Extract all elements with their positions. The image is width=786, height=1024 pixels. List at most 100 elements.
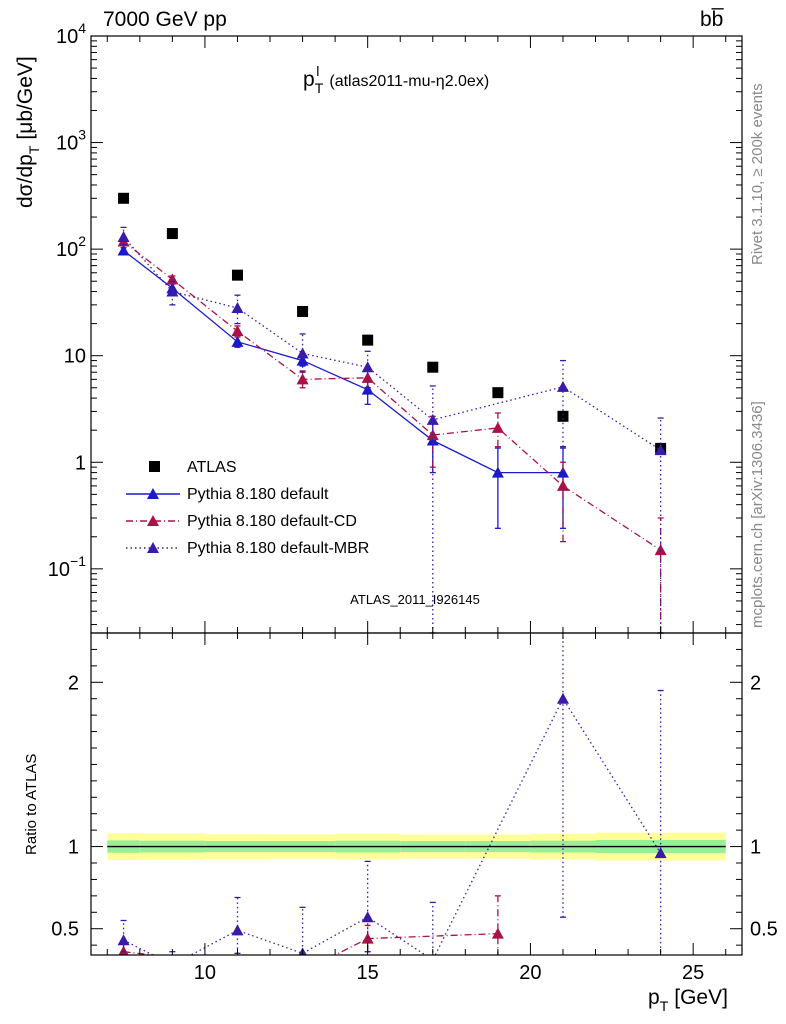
ratio-xtick-label: 10 [194,962,216,984]
ratio-point [556,692,569,704]
title-rest: (atlas2011-mu-η2.0ex) [329,73,489,90]
ytick-base: 1 [75,452,86,474]
series-point [361,383,374,395]
ratio-point [231,924,244,936]
ratio-point [654,847,667,859]
xlabel-b: [GeV] [674,986,728,1009]
header-left: 7000 GeV pp [103,8,227,31]
ytick-exp: 2 [78,233,86,249]
main-title: pTl (atlas2011-mu-η2.0ex) [303,63,489,96]
legend-marker-cd [147,515,159,526]
series-point [117,230,130,242]
ylabel-a: dσ/dp [14,154,37,208]
ytick-exp: 3 [78,127,86,143]
atlas-point [166,228,178,240]
series-point [296,373,309,385]
legend-marker-default [147,488,159,499]
series-point [556,466,569,478]
ylabel-b: [μb/GeV] [14,56,37,139]
series-point [117,244,130,256]
legend-label-cd: Pythia 8.180 default-CD [187,513,357,530]
series-3 [117,226,667,634]
main-ticks [91,35,742,633]
legend-label-default: Pythia 8.180 default [187,486,329,503]
ratio-tick-labels: 10 15 20 25 0.5 0.5 1 1 2 2 [51,672,778,984]
watermark: ATLAS_2011_I926145 [350,592,480,607]
ytick-base: 10 [56,239,78,261]
series-2 [117,235,667,634]
atlas-point [118,192,130,204]
main-ytick-label: 104 [56,20,86,48]
ratio-point [297,965,309,976]
ytick-base: 10 [56,26,78,48]
series-line [123,250,563,474]
atlas-point [231,269,243,281]
ratio-ytick-label-left: 0.5 [51,919,79,941]
ratio-series-0 [118,895,504,976]
ratio-panel: 10 15 20 25 0.5 0.5 1 1 2 2 Ratio to ATLAS pT [GeV… [23,632,778,1014]
ratio-series-line [123,697,662,955]
ratio-series-line [123,932,498,955]
title-sup: l [316,63,319,79]
ytick-base: 10 [56,133,78,155]
main-ylabel: dσ/dpT [μb/GeV] [14,56,42,208]
series-point [361,361,374,373]
series-point [556,479,569,491]
legend-marker-mbr [147,542,159,553]
legend-label-mbr: Pythia 8.180 default-MBR [187,540,369,557]
series-point [491,421,504,433]
series-point [231,302,244,314]
series-point [231,325,244,337]
main-ytick-label: 102 [56,233,86,261]
series-point [654,444,667,456]
ytick-exp: −1 [70,553,86,569]
ratio-ylabel: Ratio to ATLAS [23,754,40,855]
ratio-point [491,927,504,939]
ratio-ticks [91,633,742,955]
series-0 [118,192,667,454]
ytick-exp: 4 [78,20,86,36]
title-sub: T [315,80,324,96]
series-line [123,236,661,451]
series-point [491,466,504,478]
atlas-point [557,410,569,422]
series-point [231,335,244,347]
legend-marker-atlas [149,461,160,472]
legend: ATLAS Pythia 8.180 default Pythia 8.180 … [126,459,369,557]
series-line [123,240,661,551]
series-point [296,347,309,359]
ratio-xtick-label: 15 [357,962,379,984]
ylabel-sub: T [26,145,42,154]
main-ytick-label: 10 [64,346,86,368]
title-main: p [303,68,315,91]
ytick-base: 10 [64,346,86,368]
legend-label-atlas: ATLAS [187,459,237,476]
atlas-point [492,387,504,399]
xlabel-a: p [648,986,660,1009]
ratio-xtick-label: 25 [682,962,704,984]
atlas-point [427,361,439,373]
main-ytick-label: 1 [75,452,86,474]
ratio-point [361,911,374,923]
atlas-point [297,305,309,317]
rivet-label: Rivet 3.1.10, ≥ 200k events [749,83,766,265]
ytick-base: 10 [48,559,70,581]
ratio-plot-content [107,633,726,976]
mcplots-label: mcplots.cern.ch [arXiv:1306.3436] [749,401,766,628]
series-1 [117,244,569,529]
series-point [556,380,569,392]
series-point [166,273,179,285]
main-plot-content [117,192,667,634]
ratio-ytick-label-right: 0.5 [750,919,778,941]
ratio-ytick-label-left: 2 [68,672,79,694]
ratio-frame [90,632,743,956]
atlas-point [362,334,374,346]
main-ytick-label: 103 [56,127,86,155]
ratio-ytick-label-right: 1 [750,837,761,859]
ratio-xlabel: pT [GeV] [648,986,728,1014]
header-right: bb̅ [700,8,725,31]
series-point [166,285,179,297]
